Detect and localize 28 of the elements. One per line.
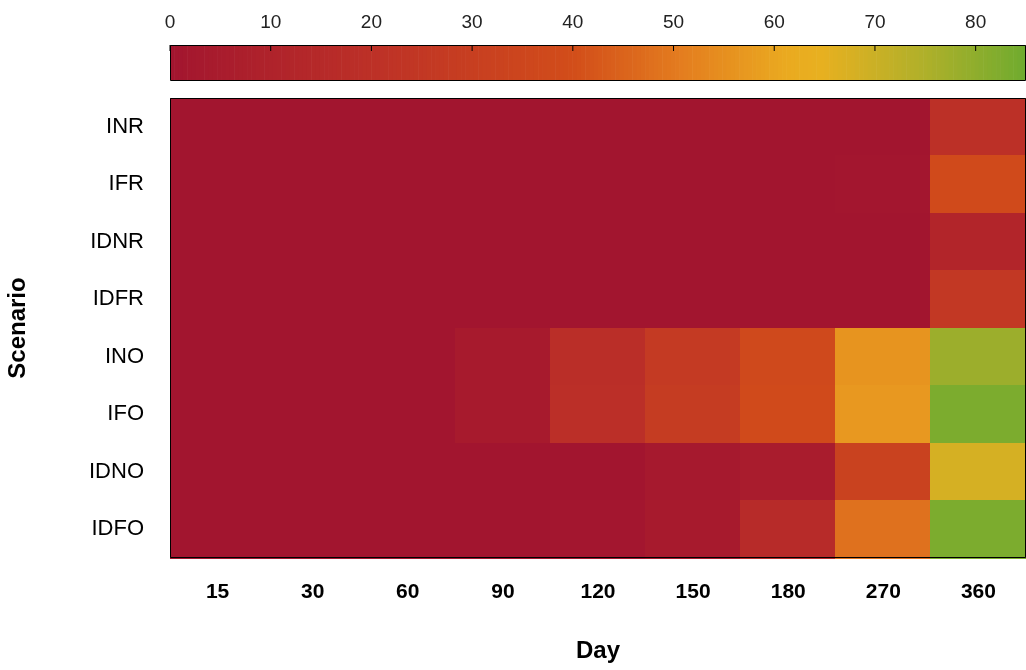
color-bar-label: 30 <box>461 11 483 32</box>
y-tick-label: INO <box>104 342 144 368</box>
x-tick-label: 270 <box>865 579 901 603</box>
x-tick-label: 60 <box>396 579 420 603</box>
y-tick-label: IDNO <box>89 457 144 483</box>
y-tick-label: IDNR <box>90 227 144 253</box>
y-tick-label: INR <box>106 112 144 138</box>
x-tick-label: 360 <box>960 579 996 603</box>
y-tick-label: IDFO <box>91 515 144 541</box>
y-tick-label: IDFR <box>92 285 144 311</box>
x-tick-label: 150 <box>675 579 711 603</box>
color-bar-label: 0 <box>164 11 176 32</box>
x-tick-label: 30 <box>300 579 325 603</box>
color-bar-label: 60 <box>763 11 785 32</box>
y-axis-title: Scenario <box>3 277 31 379</box>
color-bar-label: 70 <box>864 11 886 32</box>
x-tick-label: 120 <box>580 579 616 603</box>
color-bar-label: 50 <box>662 11 685 32</box>
color-bar-label: 80 <box>965 11 987 32</box>
x-tick-label: 90 <box>491 579 515 603</box>
y-tick-label: IFO <box>107 400 144 426</box>
color-bar-label: 10 <box>260 11 282 32</box>
x-tick-label: 180 <box>770 579 806 603</box>
color-bar-label: 20 <box>360 11 382 32</box>
y-tick-label: IFR <box>108 170 144 196</box>
x-axis-title: Day <box>575 636 621 664</box>
x-tick-label: 15 <box>205 579 230 603</box>
color-bar-label: 40 <box>562 11 584 32</box>
